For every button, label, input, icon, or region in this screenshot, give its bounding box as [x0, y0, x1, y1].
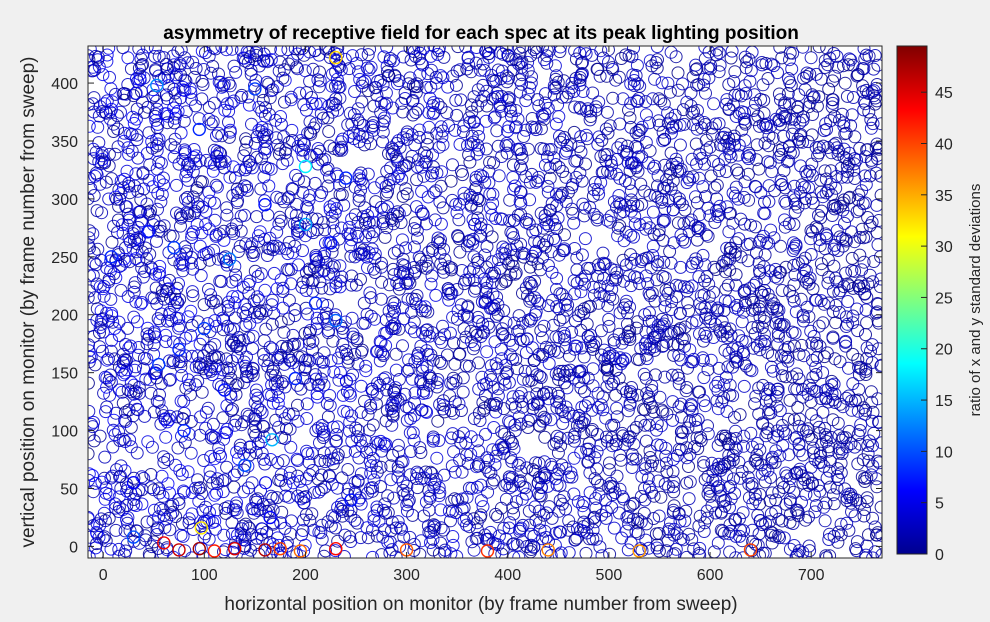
y-tick-label: 250 [51, 250, 78, 267]
colorbar-tick-label: 10 [935, 444, 953, 461]
colorbar-tick-label: 30 [935, 239, 953, 256]
colorbar-tick-label: 5 [935, 496, 944, 513]
scatter-point [172, 342, 186, 357]
scatter-point [339, 171, 353, 185]
scatter-point [248, 82, 262, 96]
scatter-point [104, 250, 119, 264]
colorbar-tick-label: 35 [935, 188, 953, 205]
plot-frame [87, 45, 883, 559]
y-tick-label: 300 [51, 192, 78, 209]
scatter-point [126, 530, 141, 544]
scatter-point [632, 544, 646, 558]
y-tick-label: 200 [51, 308, 78, 325]
scatter-point [238, 458, 252, 472]
colorbar-tick-label: 15 [935, 393, 953, 410]
x-tick-label: 100 [191, 567, 218, 584]
scatter-point [329, 313, 343, 328]
scatter-point [152, 357, 166, 372]
scatter-point [308, 296, 323, 310]
scatter-point [150, 78, 164, 93]
x-axis-label: horizontal position on monitor (by frame… [224, 594, 737, 615]
scatter-point [480, 544, 495, 558]
scatter-point [298, 159, 313, 174]
colorbar-tick-label: 0 [935, 547, 944, 564]
y-tick-label: 0 [69, 539, 78, 556]
y-tick-label: 350 [51, 134, 78, 151]
y-tick-label: 400 [51, 76, 78, 93]
colorbar-tick-label: 20 [935, 342, 953, 359]
colorbar-tick-label: 40 [935, 136, 953, 153]
scatter-point [273, 542, 287, 556]
scatter-point [344, 493, 358, 507]
scatter-point [263, 510, 277, 525]
scatter-point [192, 122, 207, 137]
scatter-point [167, 240, 181, 255]
scatter-point [197, 321, 212, 336]
scatter-point [324, 236, 338, 250]
background-point-mass [88, 46, 882, 558]
scatter-point [258, 543, 272, 557]
scatter-point [172, 543, 186, 557]
x-axis-ticks: 0 100 200 300 400 500 600 700 [99, 46, 825, 584]
x-tick-label: 400 [494, 567, 521, 584]
scatter-point [227, 542, 242, 556]
colorbar-ticks: 0 5 10 15 20 25 30 35 40 45 [921, 85, 953, 564]
scatter-point [207, 544, 222, 558]
scatter-point [157, 536, 171, 550]
x-tick-label: 500 [596, 567, 623, 584]
scatter-point [126, 476, 141, 490]
scatter-point [293, 544, 308, 558]
x-tick-label: 300 [393, 567, 420, 584]
colorbar-tick-label: 45 [935, 85, 953, 102]
scatter-point [194, 521, 209, 535]
chart-title: asymmetry of receptive field for each sp… [163, 23, 799, 44]
y-axis-label: vertical position on monitor (by frame n… [18, 56, 39, 547]
colorbar [896, 45, 928, 555]
scatter-point [177, 423, 191, 438]
x-tick-label: 700 [798, 567, 825, 584]
scatter-point [288, 371, 303, 386]
scatter-point [217, 383, 232, 397]
colorbar-tick-label: 25 [935, 290, 953, 307]
x-tick-label: 0 [99, 567, 108, 584]
y-tick-label: 50 [60, 481, 78, 498]
scatter-point [743, 543, 758, 557]
y-axis-ticks: 0 50 100 150 200 250 300 350 400 [51, 76, 882, 556]
scatter-point [298, 217, 313, 232]
scatter-point [329, 542, 343, 556]
scatter-point [329, 50, 343, 65]
x-tick-label: 600 [697, 567, 724, 584]
scatter-point [265, 433, 279, 447]
colorbar-label: ratio of x and y standard deviations [967, 184, 984, 417]
scatter-point [222, 252, 237, 266]
y-tick-label: 150 [51, 366, 78, 383]
scatter-point [192, 542, 207, 556]
scatter-point [141, 224, 156, 239]
x-tick-label: 200 [292, 567, 319, 584]
scatter-point [258, 197, 272, 212]
scatter-point [541, 543, 555, 557]
data-points [104, 50, 758, 558]
y-tick-label: 100 [51, 424, 78, 441]
